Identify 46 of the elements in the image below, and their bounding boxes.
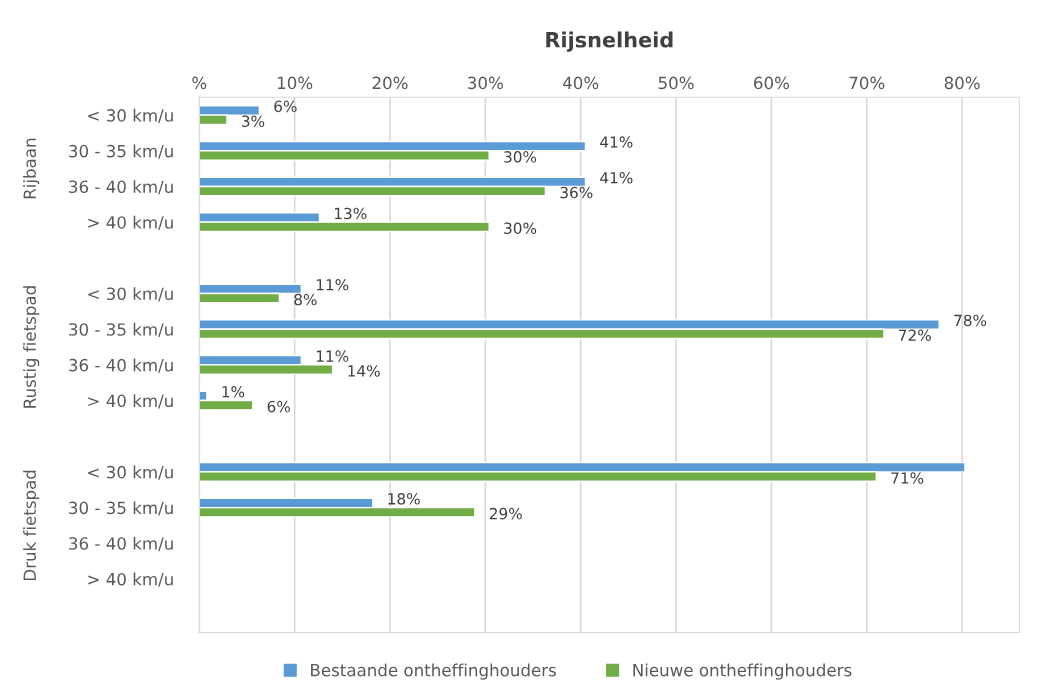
data-label: 29% xyxy=(489,507,522,520)
x-tick-label: 50% xyxy=(658,76,694,90)
data-label: 30% xyxy=(504,151,537,163)
data-label: 8% xyxy=(294,293,317,306)
x-tick-label: 10% xyxy=(277,76,313,90)
x-tick-label: 20% xyxy=(372,76,408,90)
data-label: 14% xyxy=(348,365,380,377)
y-tick-label: 36 - 40 km/u xyxy=(69,358,173,373)
chart-title: Rijsnelheid xyxy=(546,31,673,52)
data-label: 18% xyxy=(388,493,420,505)
y-tick-label: 30 - 35 km/u xyxy=(69,144,173,159)
data-label: 3% xyxy=(242,115,265,127)
y-tick-label: < 30 km/u xyxy=(88,287,173,302)
data-label: 11% xyxy=(316,350,349,362)
y-tick-label: > 40 km/u xyxy=(88,572,173,587)
data-label: 13% xyxy=(335,207,367,220)
data-label: 41% xyxy=(600,171,633,184)
y-tick-label: 36 - 40 km/u xyxy=(69,536,173,552)
y-tick-label: 36 - 40 km/u xyxy=(69,180,173,195)
legend-label: Nieuwe ontheffinghouders xyxy=(633,663,852,680)
y-tick-label: 30 - 35 km/u xyxy=(69,322,173,338)
text: Rijbaan xyxy=(23,138,40,199)
x-tick-label: 40% xyxy=(562,76,599,90)
data-label: 72% xyxy=(899,329,931,342)
x-tick-label: % xyxy=(192,76,207,90)
y-tick-label: 30 - 35 km/u xyxy=(69,501,173,516)
x-tick-label: 30% xyxy=(468,76,503,90)
x-tick-label: 70% xyxy=(849,76,885,90)
y-tick-label: < 30 km/u xyxy=(88,108,173,124)
data-label: 6% xyxy=(274,100,297,113)
data-label: 6% xyxy=(267,400,290,413)
legend-label: Bestaande ontheffinghouders xyxy=(311,663,556,680)
y-tick-label: < 30 km/u xyxy=(88,465,173,480)
data-label: 71% xyxy=(891,472,924,484)
data-label: 1% xyxy=(222,386,245,398)
text: Rustig fietspad xyxy=(23,286,40,408)
x-tick-label: 60% xyxy=(754,76,790,90)
x-tick-label: 80% xyxy=(944,76,980,90)
text: Druk fietspad xyxy=(23,470,40,581)
data-label: 78% xyxy=(954,314,987,327)
data-label: 41% xyxy=(600,136,633,148)
data-label: 36% xyxy=(560,186,593,199)
y-tick-label: > 40 km/u xyxy=(88,215,173,231)
data-label: 30% xyxy=(504,222,537,235)
data-label: 11% xyxy=(316,278,349,291)
y-tick-label: > 40 km/u xyxy=(88,394,173,409)
